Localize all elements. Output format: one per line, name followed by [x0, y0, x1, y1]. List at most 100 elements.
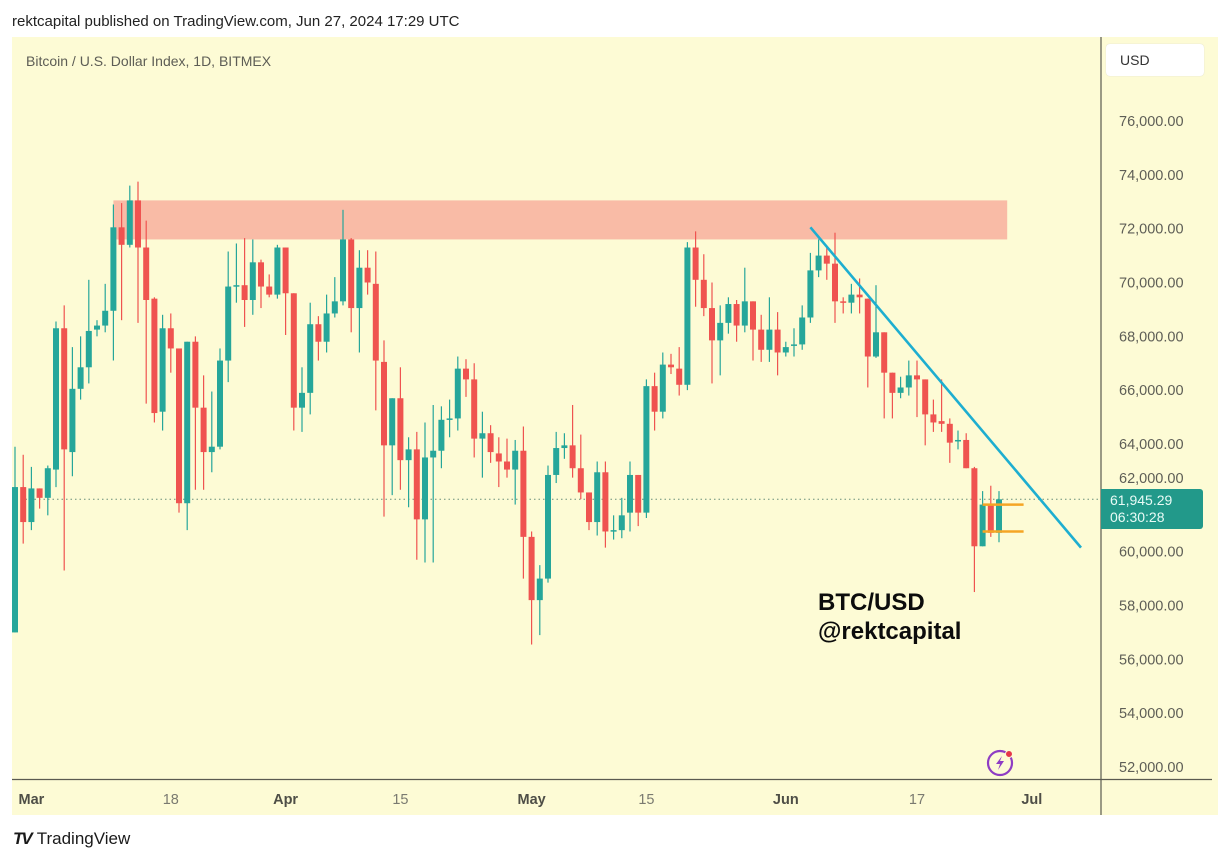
price-axis[interactable]: 76,000.00 74,000.00 72,000.00 70,000.00 68,0…	[1119, 114, 1184, 776]
candle[interactable]	[454, 356, 461, 431]
footer-brand[interactable]: TV TradingView	[13, 829, 130, 849]
candle[interactable]	[36, 488, 43, 509]
candle[interactable]	[258, 259, 264, 309]
candle[interactable]	[53, 321, 59, 488]
resistance-zone[interactable]	[113, 200, 1008, 240]
candle[interactable]	[504, 438, 510, 478]
candle[interactable]	[233, 243, 240, 303]
candle[interactable]	[20, 454, 27, 544]
candle[interactable]	[274, 244, 281, 299]
candle[interactable]	[69, 347, 76, 477]
candle[interactable]	[569, 404, 576, 478]
candle[interactable]	[340, 209, 346, 306]
candle[interactable]	[413, 431, 420, 560]
candle[interactable]	[659, 352, 666, 419]
candle[interactable]	[766, 297, 773, 362]
candle[interactable]	[520, 426, 527, 579]
candle[interactable]	[159, 314, 166, 431]
candle[interactable]	[709, 282, 715, 384]
candle[interactable]	[938, 379, 945, 432]
candle[interactable]	[618, 497, 625, 539]
candle[interactable]	[282, 247, 289, 335]
candle[interactable]	[372, 251, 379, 411]
candle[interactable]	[930, 399, 937, 432]
candle[interactable]	[987, 485, 994, 537]
candle[interactable]	[807, 252, 814, 323]
candle[interactable]	[176, 348, 182, 513]
candle[interactable]	[348, 238, 355, 333]
candle[interactable]	[217, 348, 223, 450]
candle[interactable]	[799, 305, 806, 350]
candle[interactable]	[577, 434, 584, 500]
candle[interactable]	[864, 298, 871, 388]
candle[interactable]	[446, 399, 453, 438]
candle[interactable]	[266, 274, 273, 298]
candle[interactable]	[479, 411, 486, 478]
candle[interactable]	[430, 404, 437, 563]
candle[interactable]	[331, 277, 338, 318]
currency-button[interactable]: USD	[1106, 44, 1204, 76]
candle[interactable]	[643, 379, 650, 519]
candle[interactable]	[996, 491, 1002, 543]
candle[interactable]	[61, 305, 68, 571]
candle[interactable]	[512, 439, 519, 505]
candle[interactable]	[299, 367, 305, 432]
candle[interactable]	[151, 297, 158, 423]
candle[interactable]	[241, 238, 248, 327]
candle[interactable]	[848, 283, 855, 314]
candle[interactable]	[208, 391, 215, 473]
candle[interactable]	[758, 314, 765, 362]
lightning-alert-icon[interactable]	[986, 748, 1016, 778]
candle[interactable]	[635, 474, 642, 527]
candle[interactable]	[946, 418, 953, 463]
candle[interactable]	[471, 363, 478, 458]
candle[interactable]	[725, 297, 732, 334]
candle[interactable]	[126, 185, 133, 248]
candle[interactable]	[28, 466, 35, 531]
candle[interactable]	[12, 446, 18, 633]
candle[interactable]	[668, 353, 674, 375]
candle[interactable]	[832, 232, 838, 323]
candle[interactable]	[553, 431, 560, 484]
candle[interactable]	[77, 336, 84, 400]
candle[interactable]	[44, 465, 51, 516]
candle[interactable]	[192, 336, 199, 490]
candle[interactable]	[651, 372, 658, 431]
candle[interactable]	[922, 379, 929, 446]
candle[interactable]	[200, 375, 207, 490]
candle[interactable]	[495, 437, 502, 488]
chart-panel[interactable]	[12, 37, 1218, 815]
candle[interactable]	[184, 341, 191, 531]
candle[interactable]	[594, 461, 601, 536]
candle[interactable]	[971, 466, 978, 593]
candle[interactable]	[955, 430, 961, 450]
candle[interactable]	[438, 406, 445, 469]
candle[interactable]	[676, 347, 683, 396]
candle[interactable]	[118, 203, 125, 321]
candle[interactable]	[692, 231, 699, 307]
candle[interactable]	[135, 181, 141, 323]
trendline[interactable]	[809, 226, 1082, 549]
candle[interactable]	[684, 242, 691, 391]
candle[interactable]	[290, 293, 297, 431]
candle[interactable]	[110, 204, 117, 361]
candle[interactable]	[889, 372, 896, 419]
candle[interactable]	[881, 332, 888, 419]
candle[interactable]	[528, 531, 535, 645]
candle[interactable]	[323, 294, 330, 353]
candle[interactable]	[405, 437, 412, 508]
candle[interactable]	[487, 425, 494, 463]
candle[interactable]	[586, 492, 592, 531]
candle[interactable]	[815, 239, 822, 278]
candle[interactable]	[225, 251, 232, 383]
candle[interactable]	[422, 422, 428, 563]
candle[interactable]	[700, 254, 707, 317]
candle[interactable]	[602, 461, 609, 548]
candle[interactable]	[897, 376, 904, 399]
candle[interactable]	[791, 328, 797, 357]
candle[interactable]	[389, 398, 396, 496]
candle[interactable]	[463, 359, 469, 397]
candle[interactable]	[823, 247, 830, 280]
candle[interactable]	[905, 360, 912, 396]
